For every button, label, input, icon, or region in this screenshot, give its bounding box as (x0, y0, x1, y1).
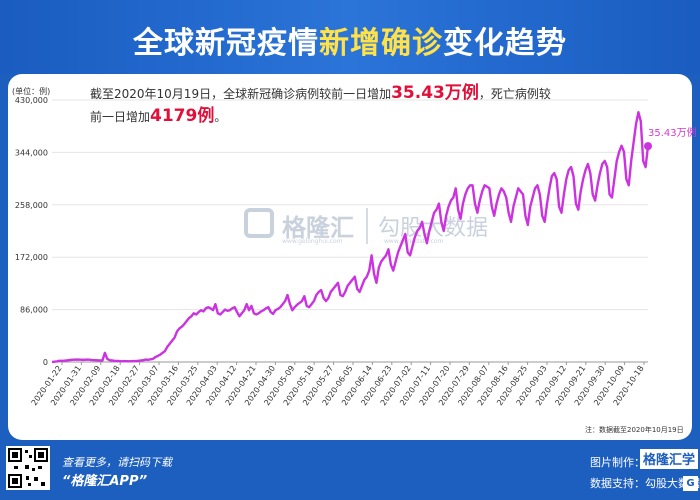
y-tick-label: 430,000 (15, 96, 48, 105)
y-unit-label: (单位：例) (12, 87, 51, 96)
footer (0, 440, 700, 500)
footer-made-by: 图片制作： (590, 456, 645, 469)
annotation-confirmed-value: 35.43万例 (391, 83, 479, 103)
annotation-deaths-value: 4179例 (150, 106, 215, 126)
y-tick-label: 0 (43, 358, 48, 367)
footer-data-source: 数据支持：勾股大数据 Wi (590, 477, 700, 490)
footer-download-text: 查看更多，请扫码下载 (62, 456, 172, 469)
end-value-label: 35.43万例 (648, 128, 697, 139)
y-tick-label: 172,000 (15, 253, 48, 262)
annotation: 截至2020年10月19日，全球新冠确诊病例较前一日增加35.43万例，死亡病例… (90, 83, 551, 126)
footer-brand-mark-icon: G (683, 476, 698, 491)
footer-app-name: “格隆汇APP” (62, 474, 148, 489)
data-note: 注：数据截至2020年10月19日 (585, 426, 684, 434)
qr-code-icon[interactable] (6, 446, 50, 490)
title-highlight: 新增确诊 (319, 26, 443, 61)
watermark-divider (366, 208, 368, 244)
watermark-logo-icon (244, 208, 274, 238)
end-point-marker (644, 142, 652, 151)
y-tick-label: 344,000 (15, 148, 48, 157)
series-line-new-confirmed (51, 110, 650, 364)
y-tick-label: 258,000 (15, 201, 48, 210)
watermark-brand: 格隆汇 (282, 214, 354, 242)
y-tick-label: 86,000 (20, 306, 48, 315)
watermark-brand-url: www.gelonghui.com (282, 238, 343, 245)
footer-brand-logo: 格隆汇学 (640, 449, 698, 469)
line-chart: 086,000172,000258,000344,000430,0002020-… (15, 96, 652, 407)
page-title: 全球新冠疫情新增确诊变化趋势 (133, 26, 567, 61)
header-banner: 全球新冠疫情新增确诊变化趋势 (0, 0, 700, 74)
